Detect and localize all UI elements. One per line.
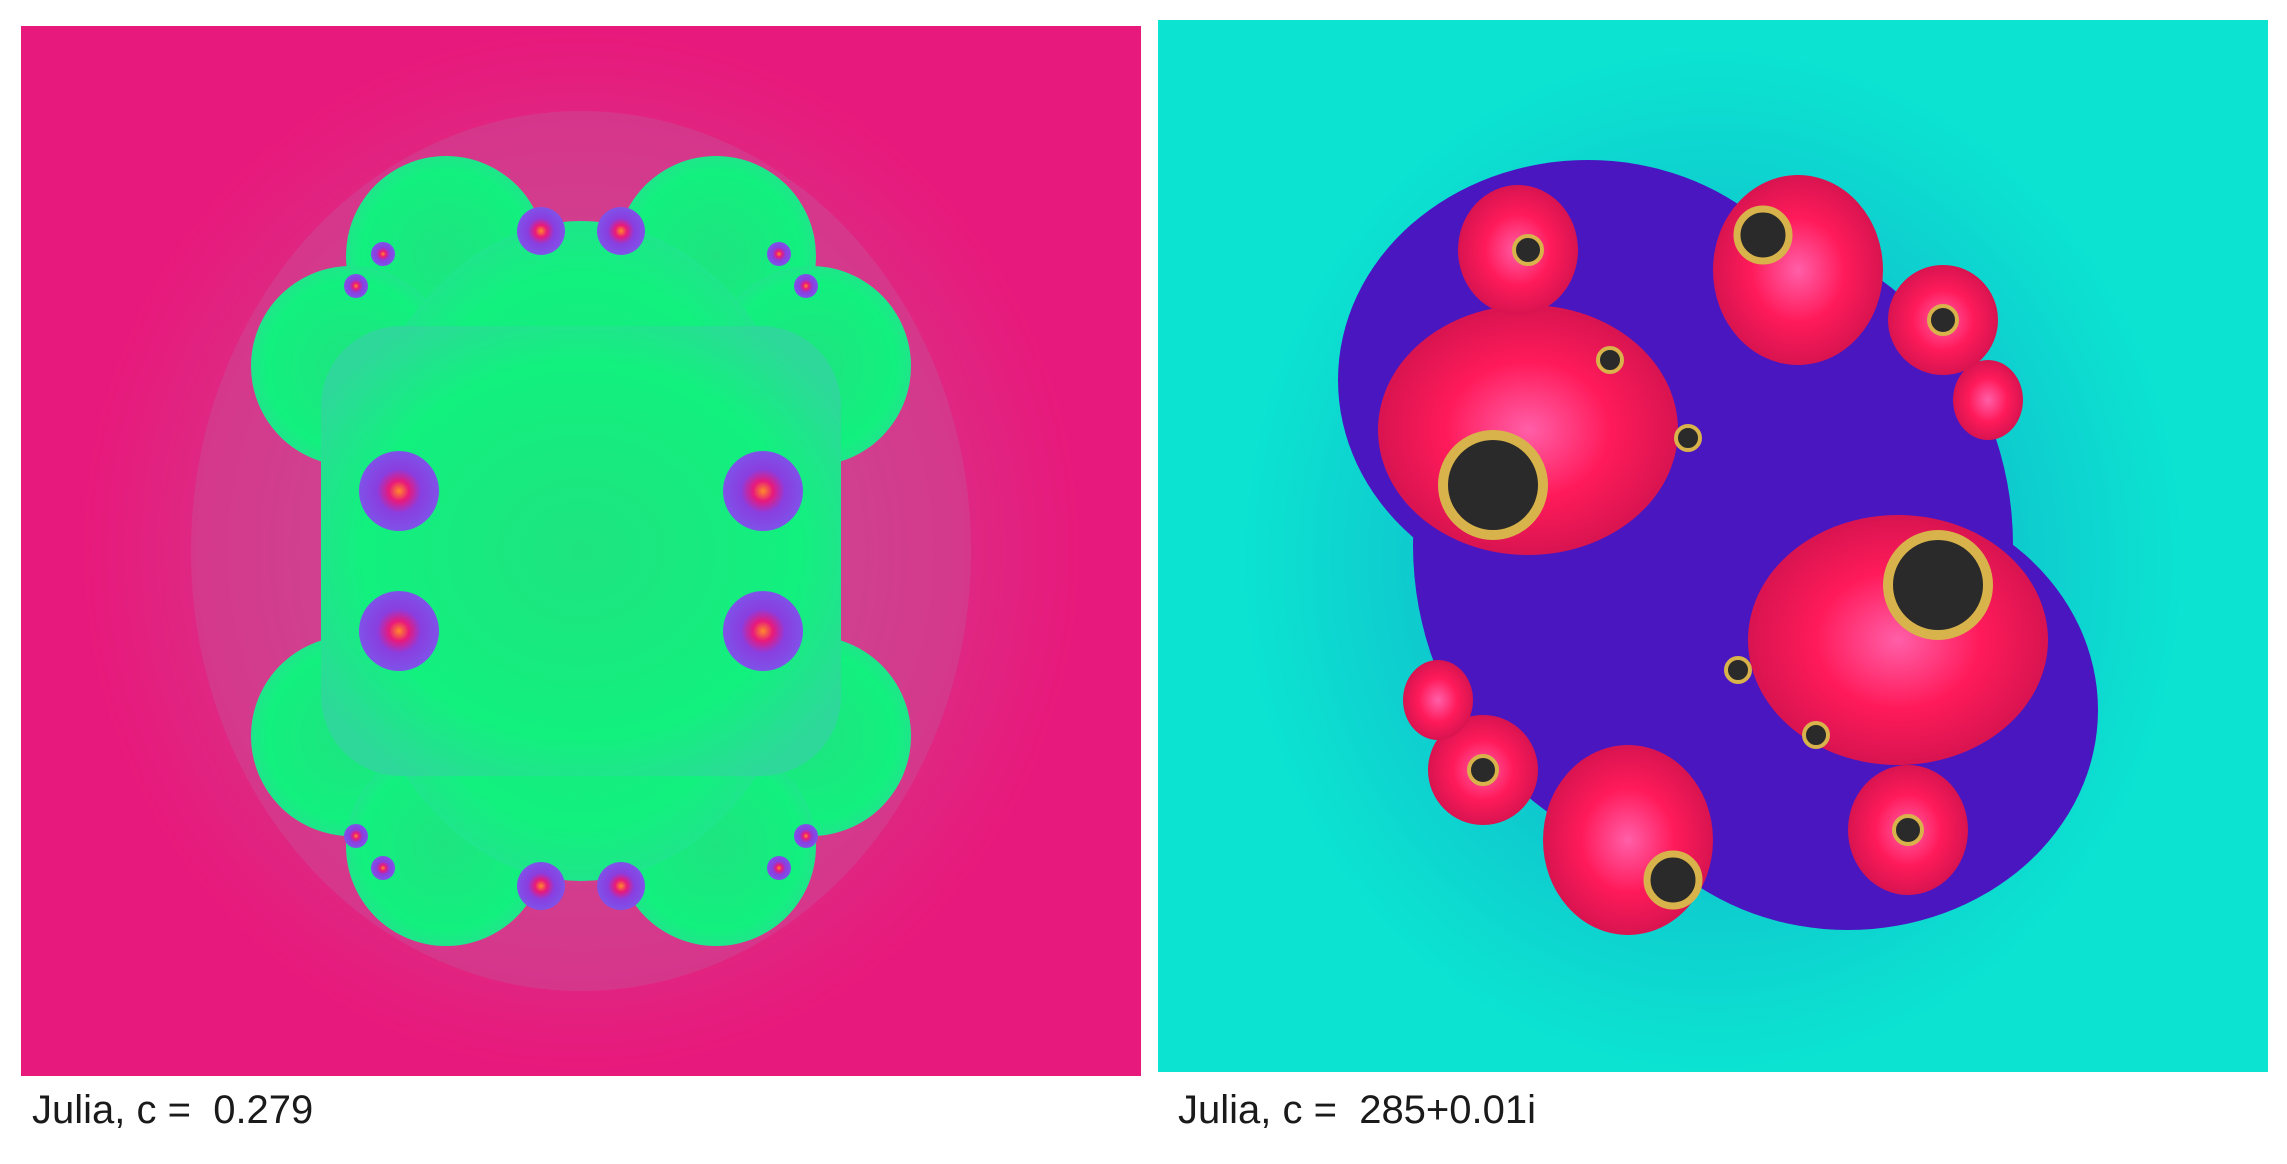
julia-image-left [21,26,1141,1076]
julia-cores-right [1438,205,1993,910]
julia-buds-left [344,207,818,910]
julia-image-right [1158,20,2268,1072]
caption-right: Julia, c = 285+0.01i [1178,1088,1537,1132]
julia-fractal-left [21,26,1141,1076]
julia-fractal-right [1158,20,2268,1072]
caption-left: Julia, c = 0.279 [32,1088,314,1132]
julia-interior-left [251,156,911,946]
